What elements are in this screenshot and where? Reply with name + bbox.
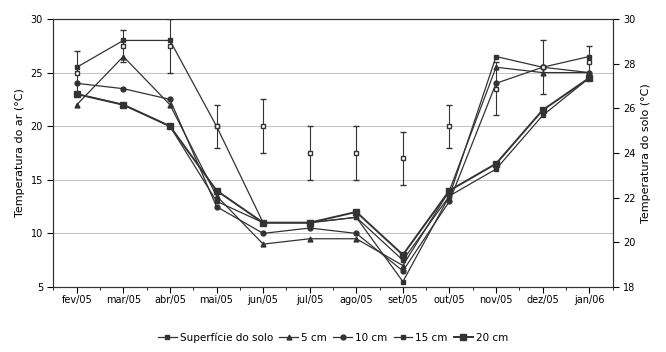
15 cm: [306, 221, 314, 225]
Line: 15 cm: 15 cm: [75, 76, 591, 262]
10 cm: [446, 199, 454, 203]
Line: Superfície do solo: Superfície do solo: [75, 38, 591, 284]
15 cm: [446, 194, 454, 198]
15 cm: [399, 258, 407, 262]
15 cm: [585, 76, 593, 80]
15 cm: [492, 167, 500, 171]
5 cm: [539, 70, 547, 75]
20 cm: [73, 92, 81, 96]
15 cm: [539, 113, 547, 118]
5 cm: [306, 237, 314, 241]
5 cm: [259, 242, 267, 246]
10 cm: [352, 231, 360, 235]
20 cm: [585, 76, 593, 80]
Legend: Superfície do solo, 5 cm, 10 cm, 15 cm, 20 cm: Superfície do solo, 5 cm, 10 cm, 15 cm, …: [154, 328, 512, 347]
Superfície do solo: [539, 65, 547, 69]
Superfície do solo: [119, 38, 127, 43]
Superfície do solo: [212, 124, 220, 128]
20 cm: [446, 188, 454, 193]
Superfície do solo: [446, 194, 454, 198]
5 cm: [73, 103, 81, 107]
Superfície do solo: [259, 221, 267, 225]
5 cm: [166, 103, 174, 107]
Superfície do solo: [166, 38, 174, 43]
Line: 10 cm: 10 cm: [75, 65, 591, 274]
20 cm: [119, 103, 127, 107]
5 cm: [399, 263, 407, 268]
20 cm: [166, 124, 174, 128]
10 cm: [212, 205, 220, 209]
Y-axis label: Temperatura do ar (°C): Temperatura do ar (°C): [15, 89, 25, 218]
10 cm: [539, 65, 547, 69]
5 cm: [352, 237, 360, 241]
15 cm: [119, 103, 127, 107]
5 cm: [585, 70, 593, 75]
10 cm: [399, 269, 407, 273]
Line: 5 cm: 5 cm: [75, 54, 591, 268]
5 cm: [446, 188, 454, 193]
15 cm: [166, 124, 174, 128]
10 cm: [492, 81, 500, 86]
Superfície do solo: [585, 55, 593, 59]
Superfície do solo: [352, 215, 360, 219]
15 cm: [259, 221, 267, 225]
10 cm: [73, 81, 81, 86]
Superfície do solo: [73, 65, 81, 69]
15 cm: [212, 199, 220, 203]
10 cm: [585, 70, 593, 75]
15 cm: [352, 215, 360, 219]
20 cm: [352, 210, 360, 214]
10 cm: [259, 231, 267, 235]
20 cm: [492, 162, 500, 166]
5 cm: [492, 65, 500, 69]
20 cm: [212, 188, 220, 193]
10 cm: [306, 226, 314, 230]
Y-axis label: Temperatura do solo (°C): Temperatura do solo (°C): [641, 83, 651, 223]
10 cm: [119, 87, 127, 91]
Superfície do solo: [399, 279, 407, 284]
5 cm: [212, 194, 220, 198]
20 cm: [399, 253, 407, 257]
Superfície do solo: [306, 221, 314, 225]
20 cm: [539, 108, 547, 112]
Line: 20 cm: 20 cm: [74, 75, 592, 258]
5 cm: [119, 55, 127, 59]
20 cm: [259, 221, 267, 225]
15 cm: [73, 92, 81, 96]
20 cm: [306, 221, 314, 225]
Superfície do solo: [492, 55, 500, 59]
10 cm: [166, 97, 174, 101]
